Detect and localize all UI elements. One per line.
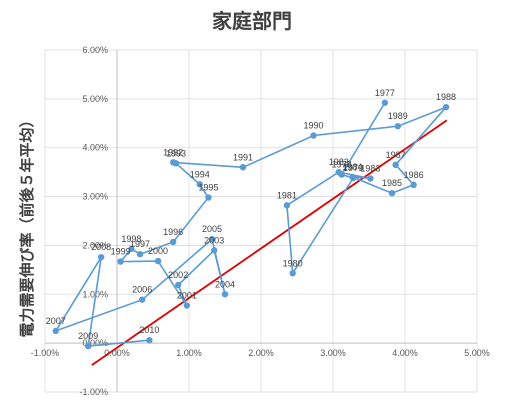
trendline-group (91, 119, 448, 366)
series-line (53, 102, 447, 347)
data-label: 1997 (130, 239, 150, 249)
data-label: 1980 (283, 258, 303, 268)
y-axis-label: 電力需要伸び率（前後５年平均） (18, 112, 36, 337)
data-point (85, 342, 92, 350)
data-point (381, 99, 389, 106)
y-tick-label: 4.00% (82, 143, 108, 153)
data-point (388, 189, 396, 197)
y-tick-label: -1.00% (79, 387, 108, 397)
data-label: 1990 (304, 121, 324, 131)
data-label: 1984 (342, 162, 362, 172)
data-label: 1978 (332, 160, 352, 170)
y-tick-label: 2.00% (82, 240, 108, 250)
y-tick-label: 3.00% (82, 192, 108, 202)
y-tick-label: 5.00% (82, 94, 108, 104)
data-label: 1989 (388, 111, 408, 121)
data-point (239, 164, 247, 171)
data-point (154, 257, 162, 265)
data-point (136, 251, 144, 258)
x-tick-label: 2.00% (248, 348, 274, 358)
data-label: 2001 (177, 291, 197, 301)
data-point (196, 181, 203, 188)
data-label: 1998 (121, 234, 141, 244)
series-group (52, 99, 450, 350)
data-label: 2009 (78, 331, 98, 341)
gridlines (44, 49, 478, 393)
x-tick-label: -1.00% (31, 348, 60, 358)
data-point (52, 327, 59, 335)
data-label: 1999 (111, 247, 131, 257)
data-point (183, 302, 191, 309)
data-point (394, 123, 401, 130)
chart-title: 家庭部門 (212, 9, 292, 33)
data-label: 2007 (46, 316, 66, 326)
data-point (211, 247, 218, 254)
data-point (221, 291, 229, 298)
data-label: 2006 (132, 285, 152, 295)
data-label: 1995 (198, 183, 218, 193)
x-tick-label: 5.00% (464, 348, 490, 358)
trendline (91, 119, 448, 366)
data-label: 2004 (215, 279, 235, 289)
data-point (349, 173, 356, 181)
point-labels: 1977197819791980198119821983198419851986… (46, 88, 456, 341)
data-label: 1981 (277, 190, 297, 200)
data-point (175, 281, 182, 289)
data-point (367, 175, 374, 182)
data-label: 2002 (168, 270, 188, 280)
data-point (335, 168, 342, 176)
data-label: 1994 (190, 169, 210, 179)
data-point (289, 270, 296, 277)
data-point (208, 235, 216, 243)
data-label: 2010 (139, 325, 159, 335)
data-point (128, 245, 135, 253)
data-label: 2000 (148, 246, 168, 256)
data-point (392, 161, 399, 169)
data-label: 2008 (91, 242, 111, 252)
y-tick-label: 6.00% (82, 45, 108, 55)
data-label: 1985 (382, 178, 402, 188)
x-tick-label: 0.00% (104, 348, 130, 358)
data-label: 1982 (329, 157, 349, 167)
x-tick-labels: -1.00% 0.00% 1.00% 2.00% 3.00% 4.00% 5.00% (31, 348, 490, 358)
data-label: 1987 (386, 150, 406, 160)
data-label: 1979 (343, 163, 363, 173)
data-point (117, 258, 124, 265)
x-tick-label: 4.00% (392, 348, 418, 358)
data-point (410, 181, 417, 189)
data-point (169, 238, 177, 246)
x-tick-label: 3.00% (320, 348, 346, 358)
data-label: 1993 (166, 148, 186, 158)
data-label: 1988 (436, 92, 456, 102)
data-point (310, 132, 317, 139)
data-point (283, 202, 291, 209)
data-point (139, 296, 146, 303)
data-point (205, 194, 212, 201)
data-label: 1977 (375, 88, 395, 98)
x-tick-label: 1.00% (176, 348, 202, 358)
data-label: 1983 (360, 163, 380, 173)
data-label: 2003 (204, 235, 224, 245)
data-point (442, 103, 450, 111)
data-label: 1996 (163, 227, 183, 237)
y-tick-label: 0.00% (82, 338, 108, 348)
data-point (97, 253, 105, 261)
data-label: 2005 (202, 224, 222, 234)
data-label: 1992 (163, 147, 183, 157)
data-label: 1991 (233, 152, 253, 162)
data-label: 1986 (404, 170, 424, 180)
data-point (146, 337, 153, 344)
data-point (172, 160, 180, 167)
